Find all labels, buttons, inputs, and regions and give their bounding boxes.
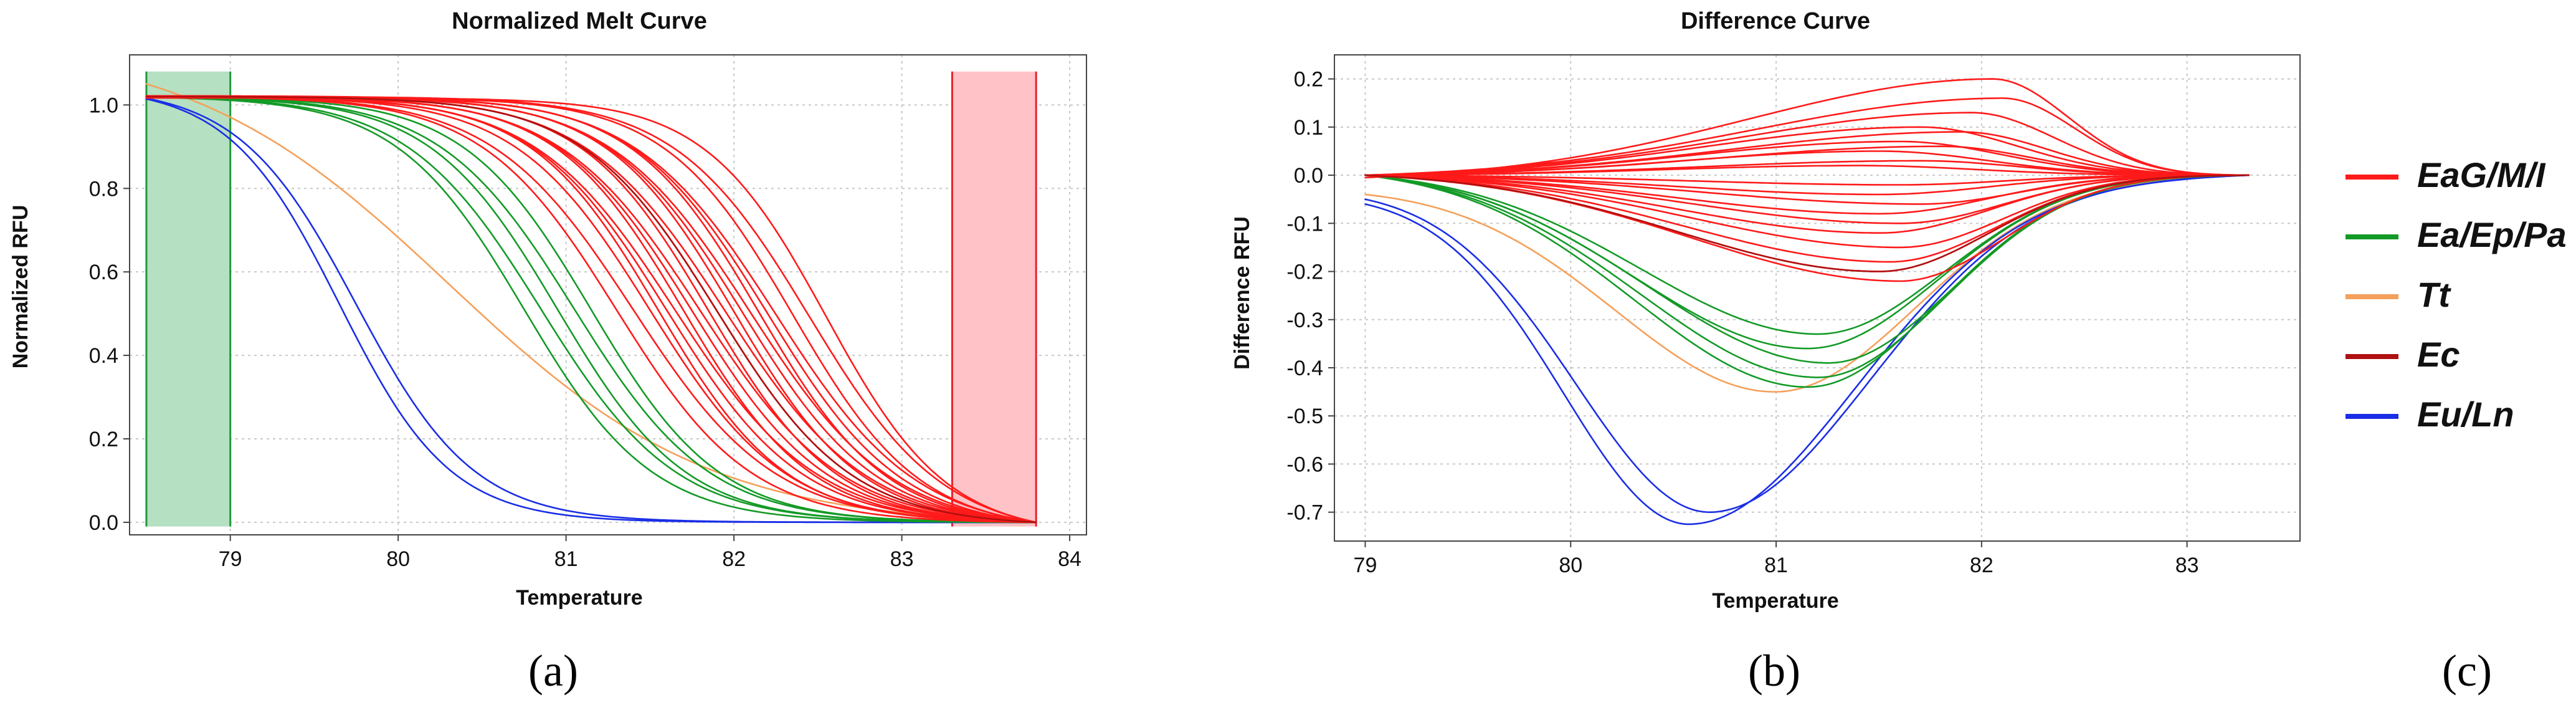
diff-curve-ea-ep-pa: [1364, 174, 2250, 388]
chart-a-ytick-label: 0.2: [89, 428, 118, 451]
chart-a-ytick-label: 0.0: [89, 511, 118, 535]
diff-curve-eu-ln: [1364, 174, 2250, 525]
chart-a-region-end: [952, 71, 1037, 527]
legend: EaG/M/I Ea/Ep/Pa Tt Ec Eu/Ln: [2345, 155, 2567, 434]
melt-curve-eu-ln: [145, 97, 1037, 524]
chart-b-xtick-label: 79: [1354, 554, 1377, 577]
chart-a-ticks: 79 80 81 82 83 84 0.0 0.2 0.4 0.6 0.8 1.0: [89, 94, 1081, 571]
chart-a-ylabel: Normalized RFU: [9, 205, 32, 369]
diff-curve-eag-m-i: [1364, 174, 2250, 249]
legend-label: Ec: [2417, 335, 2460, 374]
chart-a-xlabel: Temperature: [516, 586, 642, 610]
chart-b-ytick-label: -0.7: [1286, 501, 1323, 525]
diff-curve-ea-ep-pa: [1364, 174, 2250, 364]
chart-b-frame: [1334, 54, 2301, 542]
chart-a-grid: [130, 55, 1086, 535]
diff-curve-eag-m-i: [1364, 174, 2250, 186]
chart-a-xtick-label: 79: [219, 547, 242, 571]
panel-label-c: (c): [2442, 646, 2492, 696]
chart-b-title: Difference Curve: [1681, 8, 1870, 34]
chart-b-ylabel: Difference RFU: [1230, 216, 1254, 370]
chart-b-curves: [1364, 78, 2250, 525]
melt-curve-ea-ep-pa: [145, 96, 1037, 524]
chart-b-xlabel: Temperature: [1712, 589, 1838, 613]
legend-label: EaG/M/I: [2417, 155, 2546, 194]
chart-a-ytick-label: 0.4: [89, 344, 118, 368]
chart-a-xtick-label: 83: [890, 547, 914, 571]
diff-curve-eag-m-i: [1364, 112, 2250, 176]
diff-curve-eag-m-i: [1364, 174, 2250, 234]
chart-b-ticks: 79 80 81 82 83 0.2 0.1 0.0 -0.1 -0.2 -0.3 -0.4 -0.5 -…: [1286, 68, 2198, 577]
chart-b-xtick-label: 80: [1559, 554, 1582, 577]
normalized-melt-curve-chart: Normalized Melt Curve Temperature Normal…: [9, 8, 1087, 610]
chart-b-ytick-label: -0.3: [1286, 309, 1323, 332]
chart-b-ytick-label: -0.4: [1286, 357, 1323, 380]
diff-curve-eag-m-i: [1364, 174, 2250, 196]
melt-curve-ea-ep-pa: [145, 96, 1037, 524]
chart-a-ytick-label: 1.0: [89, 94, 118, 117]
chart-a-xtick-label: 82: [722, 547, 746, 571]
legend-label: Eu/Ln: [2417, 395, 2514, 434]
chart-a-frame: [129, 54, 1087, 535]
chart-b-grid: [1334, 55, 2300, 541]
chart-b-ytick-label: -0.6: [1286, 453, 1323, 476]
legend-label: Tt: [2417, 275, 2451, 314]
chart-a-xtick-label: 81: [554, 547, 578, 571]
panel-label-a: (a): [528, 646, 578, 696]
chart-b-ytick-label: 0.0: [1294, 164, 1323, 188]
legend-label: Ea/Ep/Pa: [2417, 215, 2567, 254]
chart-a-regions: [145, 71, 1037, 527]
chart-a-xtick-label: 84: [1058, 547, 1081, 571]
melt-curve-ec: [145, 95, 1037, 524]
diff-curve-ec: [1364, 174, 2250, 272]
difference-curve-chart: Difference Curve Temperature Difference …: [1230, 8, 2301, 613]
chart-b-ytick-label: -0.1: [1286, 212, 1323, 236]
chart-b-xtick-label: 83: [2175, 554, 2199, 577]
diff-curve-eu-ln: [1364, 174, 2250, 513]
diff-curve-eag-m-i: [1364, 126, 2250, 176]
diff-curve-eag-m-i: [1364, 140, 2250, 176]
chart-b-ytick-label: 0.2: [1294, 68, 1323, 92]
diff-curve-eag-m-i: [1364, 174, 2250, 215]
diff-curve-eag-m-i: [1364, 165, 2250, 176]
chart-a-curves: [145, 83, 1037, 524]
chart-a-ytick-label: 0.8: [89, 177, 118, 201]
melt-curve-ea-ep-pa: [145, 96, 1037, 524]
chart-a-title: Normalized Melt Curve: [452, 8, 707, 34]
diff-curve-eag-m-i: [1364, 97, 2250, 176]
chart-b-xtick-label: 81: [1764, 554, 1788, 577]
chart-b-ytick-label: 0.1: [1294, 116, 1323, 140]
panel-label-b: (b): [1748, 646, 1800, 696]
chart-a-ytick-label: 0.6: [89, 261, 118, 284]
chart-b-ytick-label: -0.5: [1286, 405, 1323, 428]
chart-b-xtick-label: 82: [1970, 554, 1994, 577]
chart-a-region-start: [146, 71, 231, 527]
chart-b-ytick-label: -0.2: [1286, 261, 1323, 284]
melt-curve-tt: [145, 83, 1037, 524]
chart-a-xtick-label: 80: [386, 547, 410, 571]
